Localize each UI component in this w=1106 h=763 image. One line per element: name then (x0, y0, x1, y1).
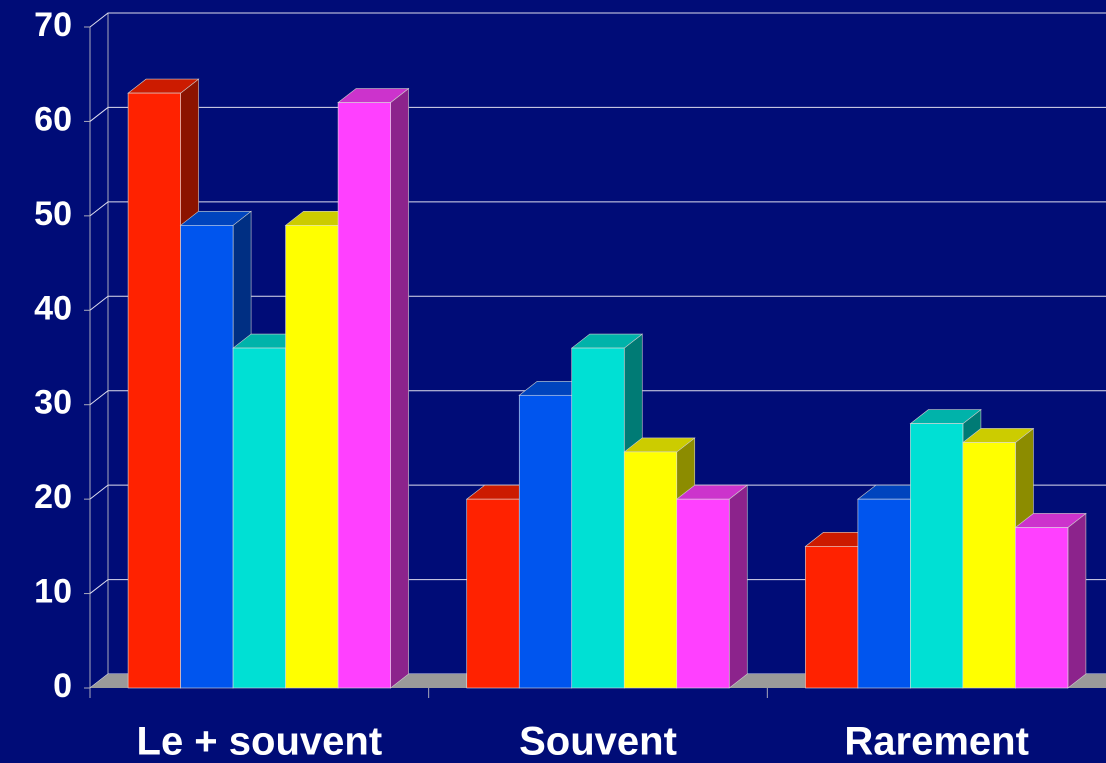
grid-line (89, 106, 1106, 122)
bar-front (676, 498, 730, 689)
y-tick-label: 10 (34, 573, 72, 611)
bar (675, 484, 749, 689)
grid-line (89, 295, 1106, 311)
bar-front (1015, 527, 1069, 689)
x-tick-label: Rarement (844, 720, 1029, 763)
y-tick-label: 0 (53, 667, 72, 705)
grid-line (89, 390, 1106, 406)
bar-front (571, 347, 625, 689)
bar-front (910, 423, 964, 689)
bar-front (857, 498, 911, 689)
bar-front (337, 102, 391, 689)
bar-front (962, 442, 1016, 689)
grid-line (89, 201, 1106, 217)
grid-line (89, 579, 1106, 594)
x-tick-label: Souvent (519, 720, 677, 763)
bar-front (127, 92, 181, 689)
bar-front (285, 225, 339, 689)
bar (337, 87, 410, 689)
y-tick-label: 60 (34, 100, 72, 138)
bar-front (180, 225, 234, 689)
y-tick-label: 50 (34, 195, 72, 233)
grid-line (89, 484, 1106, 500)
x-tick-label: Le + souvent (137, 720, 383, 763)
y-tick-label: 70 (34, 6, 72, 44)
bar-front (466, 498, 520, 689)
bar-front (518, 394, 573, 689)
bar-side (1067, 512, 1087, 689)
y-tick-label: 40 (34, 289, 72, 327)
bar-front (805, 546, 859, 689)
y-tick-label: 20 (34, 478, 72, 516)
bar (1014, 512, 1087, 689)
bar-side (728, 484, 748, 689)
bar-front (232, 347, 286, 689)
grid-line (89, 12, 1106, 28)
y-tick-label: 30 (34, 384, 72, 422)
bar-side (390, 87, 409, 689)
bar-front (623, 451, 678, 689)
